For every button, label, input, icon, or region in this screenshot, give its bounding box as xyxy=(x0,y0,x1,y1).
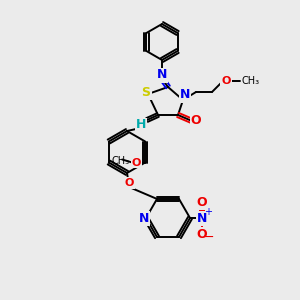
Text: N: N xyxy=(157,68,167,82)
Text: CH₃: CH₃ xyxy=(111,155,129,166)
Text: O: O xyxy=(191,113,201,127)
Text: N: N xyxy=(139,212,149,224)
Text: S: S xyxy=(142,85,151,98)
Text: O: O xyxy=(221,76,231,86)
Text: H: H xyxy=(136,118,146,131)
Text: +: + xyxy=(204,207,212,217)
Text: O: O xyxy=(124,178,134,188)
Text: O: O xyxy=(131,158,141,167)
Text: −: − xyxy=(204,230,214,244)
Text: N: N xyxy=(197,212,207,224)
Text: O: O xyxy=(197,196,207,208)
Text: O: O xyxy=(197,227,207,241)
Text: N: N xyxy=(180,88,190,101)
Text: CH₃: CH₃ xyxy=(241,76,259,86)
